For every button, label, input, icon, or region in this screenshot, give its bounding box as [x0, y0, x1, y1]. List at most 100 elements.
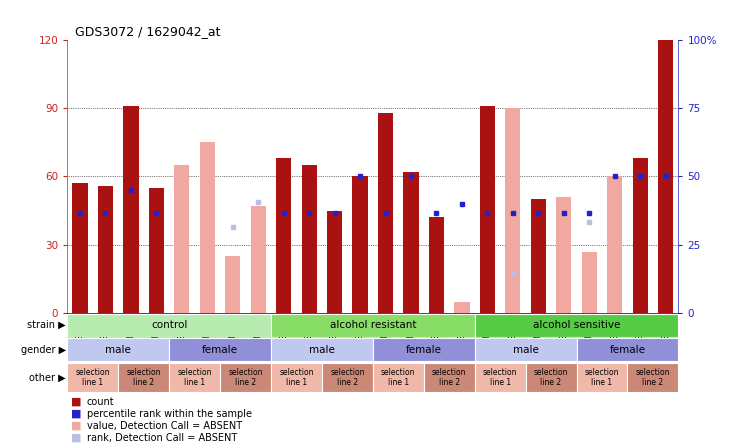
Bar [653, 313, 678, 349]
Bar [429, 218, 444, 313]
Bar [225, 256, 240, 313]
Text: selection
line 1: selection line 1 [178, 368, 212, 387]
Bar [373, 338, 474, 361]
Text: selection
line 2: selection line 2 [228, 368, 262, 387]
Text: selection
line 2: selection line 2 [126, 368, 161, 387]
Text: selection
line 1: selection line 1 [75, 368, 110, 387]
Text: selection
line 2: selection line 2 [534, 368, 568, 387]
Bar [67, 313, 93, 349]
Bar [627, 313, 653, 349]
Text: ■: ■ [71, 421, 81, 431]
Bar [118, 363, 169, 392]
Bar [627, 363, 678, 392]
Bar [398, 313, 424, 349]
Bar [551, 313, 577, 349]
Text: selection
line 2: selection line 2 [330, 368, 365, 387]
Bar [118, 313, 143, 349]
Bar [148, 188, 164, 313]
Bar [480, 106, 495, 313]
Text: count: count [87, 397, 115, 407]
Text: male: male [309, 345, 335, 355]
Bar [322, 313, 347, 349]
Bar [169, 363, 220, 392]
Bar [373, 313, 398, 349]
Bar [577, 313, 602, 349]
Bar [271, 363, 322, 392]
Text: female: female [610, 345, 645, 355]
Bar [474, 363, 526, 392]
Bar [531, 199, 546, 313]
Bar [72, 183, 88, 313]
Bar [301, 165, 317, 313]
Text: female: female [406, 345, 442, 355]
Bar [67, 338, 169, 361]
Bar [373, 363, 424, 392]
Text: rank, Detection Call = ABSENT: rank, Detection Call = ABSENT [87, 433, 238, 443]
Text: ■: ■ [71, 397, 81, 407]
Bar [474, 314, 678, 337]
Bar [220, 363, 271, 392]
Bar [347, 313, 373, 349]
Bar [526, 363, 577, 392]
Text: selection
line 1: selection line 1 [483, 368, 518, 387]
Text: male: male [512, 345, 539, 355]
Bar [220, 313, 246, 349]
Text: selection
line 1: selection line 1 [381, 368, 415, 387]
Bar [505, 108, 520, 313]
Bar [194, 313, 220, 349]
Text: ■: ■ [71, 409, 81, 419]
Text: other ▶: other ▶ [29, 373, 66, 382]
Bar [200, 143, 215, 313]
Text: percentile rank within the sample: percentile rank within the sample [87, 409, 252, 419]
Bar [607, 177, 622, 313]
Bar [271, 314, 474, 337]
Text: alcohol sensitive: alcohol sensitive [533, 320, 620, 330]
Bar [67, 363, 118, 392]
Text: control: control [151, 320, 187, 330]
Text: ■: ■ [71, 433, 81, 443]
Text: gender ▶: gender ▶ [21, 345, 66, 355]
Bar [500, 313, 526, 349]
Bar [174, 165, 189, 313]
Bar [404, 172, 419, 313]
Bar [474, 313, 500, 349]
Bar [98, 186, 113, 313]
Bar [271, 338, 373, 361]
Bar [143, 313, 169, 349]
Text: strain ▶: strain ▶ [27, 320, 66, 330]
Bar [327, 210, 342, 313]
Bar [658, 40, 673, 313]
Text: alcohol resistant: alcohol resistant [330, 320, 416, 330]
Bar [577, 338, 678, 361]
Bar [556, 197, 572, 313]
Bar [378, 113, 393, 313]
Bar [169, 338, 271, 361]
Bar [124, 106, 139, 313]
Text: selection
line 1: selection line 1 [585, 368, 619, 387]
Bar [169, 313, 194, 349]
Bar [246, 313, 271, 349]
Bar [632, 159, 648, 313]
Bar [322, 363, 373, 392]
Bar [251, 206, 266, 313]
Bar [454, 301, 469, 313]
Bar [582, 252, 597, 313]
Bar [424, 313, 449, 349]
Bar [276, 159, 292, 313]
Bar [424, 363, 474, 392]
Bar [93, 313, 118, 349]
Text: selection
line 2: selection line 2 [636, 368, 670, 387]
Bar [526, 313, 551, 349]
Bar [449, 313, 474, 349]
Bar [297, 313, 322, 349]
Text: selection
line 1: selection line 1 [279, 368, 314, 387]
Text: GDS3072 / 1629042_at: GDS3072 / 1629042_at [75, 25, 220, 38]
Bar [474, 338, 577, 361]
Bar [67, 314, 271, 337]
Text: value, Detection Call = ABSENT: value, Detection Call = ABSENT [87, 421, 242, 431]
Bar [352, 177, 368, 313]
Text: female: female [202, 345, 238, 355]
Bar [271, 313, 297, 349]
Text: selection
line 2: selection line 2 [432, 368, 466, 387]
Text: male: male [105, 345, 131, 355]
